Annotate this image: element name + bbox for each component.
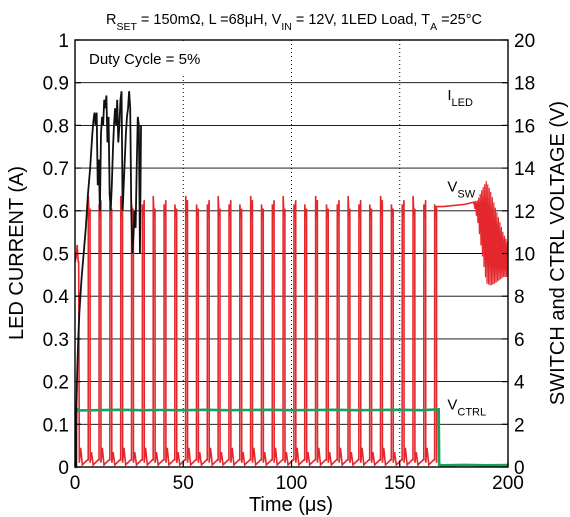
grid (75, 40, 508, 467)
y-right-tick-label: 6 (514, 330, 525, 351)
series-layer (74, 91, 509, 469)
y-left-tick-label: 0.8 (43, 116, 69, 137)
series-label-bg (444, 83, 488, 106)
y-left-axis-label: LED CURRENT (A) (6, 166, 28, 340)
y-right-tick-label: 2 (514, 415, 525, 436)
title-part: =25°C (437, 12, 482, 28)
annotation-box (79, 44, 229, 74)
series-label-led: ILED (447, 87, 473, 109)
title-part: IN (281, 21, 292, 33)
series-vsw-line (74, 195, 509, 467)
y-left-tick-label: 0.2 (43, 373, 69, 394)
y-right-tick-label: 18 (514, 74, 535, 95)
y-right-tick-label: 10 (514, 245, 535, 266)
y-right-axis-label: SWITCH and CTRL VOLTAGE (V) (547, 101, 569, 405)
series-vsw-ringing (473, 181, 509, 286)
y-left-tick-label: 0.1 (43, 415, 69, 436)
x-tick-label: 50 (173, 473, 194, 494)
series-label-sub: CTRL (457, 406, 486, 418)
y-left-tick-label: 0.5 (43, 245, 69, 266)
y-left-tick-label: 0 (58, 458, 69, 479)
y-left-tick-label: 1 (58, 31, 69, 52)
series-vctrl-line (74, 407, 509, 469)
y-left-tick-label: 0.4 (43, 287, 70, 308)
series-label-main: V (447, 396, 457, 413)
title-part: SET (116, 21, 137, 33)
series-iled-line (75, 91, 142, 467)
series-label-sw: VSW (447, 179, 475, 201)
x-tick-label: 150 (384, 473, 416, 494)
y-right-tick-label: 0 (514, 458, 525, 479)
title-part: = 12V, 1LED Load, T (292, 12, 430, 28)
y-left-tick-label: 0.7 (43, 159, 69, 180)
title-part: R (106, 12, 116, 28)
series-label-ctrl: VCTRL (447, 396, 486, 418)
x-axis-label: Time (μs) (249, 494, 333, 516)
series-label-sub: LED (452, 97, 473, 109)
series-label-bg (444, 175, 479, 198)
y-right-tick-label: 8 (514, 287, 525, 308)
ticks: 0 50 100 150 20000.10.20.30.40.50.60.70.80.9… (43, 31, 536, 494)
y-left-tick-label: 0.9 (43, 74, 69, 95)
series-label-main: V (447, 179, 457, 196)
x-tick-label: 200 (492, 473, 524, 494)
series-label-sub: SW (457, 189, 475, 201)
y-right-tick-label: 20 (514, 31, 535, 52)
y-right-tick-label: 16 (514, 116, 535, 137)
title-part: = 150mΩ, L =68μH, V (137, 12, 282, 28)
duty-cycle-annotation: Duty Cycle = 5% (89, 51, 200, 68)
x-tick-label: 0 (70, 473, 81, 494)
series-label-bg (444, 393, 497, 416)
y-left-tick-label: 0.6 (43, 202, 69, 223)
series-label-main: I (447, 87, 451, 104)
y-right-tick-label: 4 (514, 373, 525, 394)
x-tick-label: 100 (276, 473, 308, 494)
chart-title: RSET = 150mΩ, L =68μH, VIN = 12V, 1LED L… (106, 12, 482, 33)
y-right-tick-label: 14 (514, 159, 536, 180)
title-part: A (430, 21, 437, 33)
y-right-tick-label: 12 (514, 202, 535, 223)
y-left-tick-label: 0.3 (43, 330, 69, 351)
